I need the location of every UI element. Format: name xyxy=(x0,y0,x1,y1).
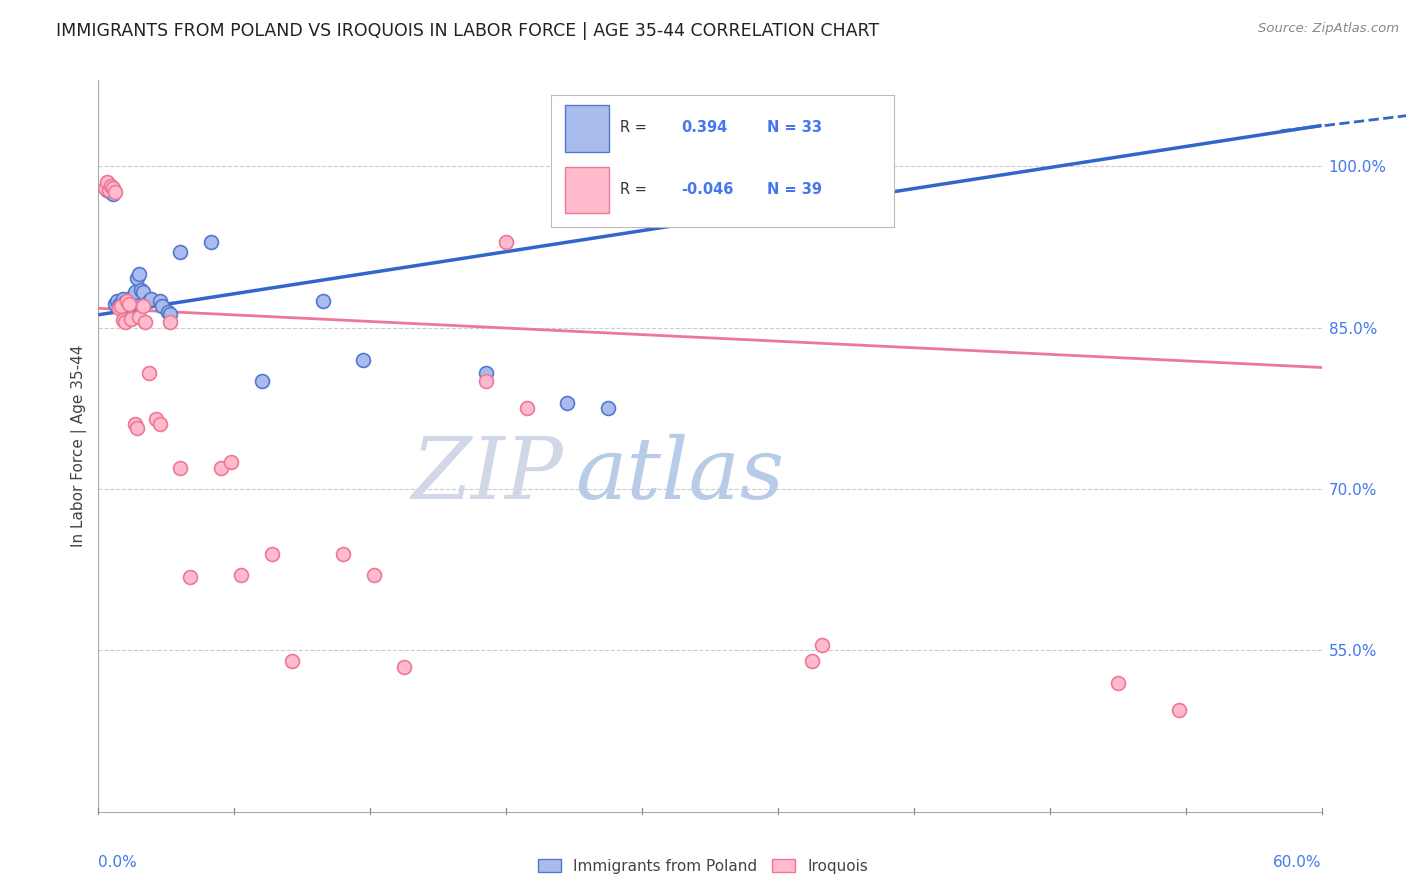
Point xyxy=(115,293,138,308)
Point xyxy=(557,396,579,410)
Point xyxy=(100,178,122,193)
Point xyxy=(96,183,118,197)
Point xyxy=(495,235,517,249)
Point xyxy=(231,568,253,582)
Point xyxy=(105,293,128,308)
Point xyxy=(97,181,120,195)
Point xyxy=(110,296,132,310)
Point xyxy=(134,315,156,329)
Point xyxy=(811,638,834,652)
Point xyxy=(114,315,136,329)
Point xyxy=(392,659,416,673)
Point xyxy=(159,307,181,321)
Point xyxy=(169,460,191,475)
Point xyxy=(138,366,160,380)
Point xyxy=(801,654,824,668)
Point xyxy=(101,187,124,202)
Point xyxy=(104,185,127,199)
Point xyxy=(122,289,145,303)
Point xyxy=(260,547,283,561)
Point xyxy=(132,285,155,300)
Point xyxy=(127,421,149,435)
Point xyxy=(281,654,304,668)
Text: Source: ZipAtlas.com: Source: ZipAtlas.com xyxy=(1258,22,1399,36)
Point xyxy=(93,181,115,195)
Point xyxy=(200,235,222,249)
Point xyxy=(124,417,146,432)
Text: 0.0%: 0.0% xyxy=(98,855,138,870)
Point xyxy=(179,570,201,584)
Point xyxy=(108,298,131,312)
Point xyxy=(128,267,150,281)
Point xyxy=(124,285,146,300)
Point xyxy=(141,292,163,306)
Point xyxy=(312,293,335,308)
Point xyxy=(120,312,142,326)
Point xyxy=(474,366,498,380)
Text: IMMIGRANTS FROM POLAND VS IROQUOIS IN LABOR FORCE | AGE 35-44 CORRELATION CHART: IMMIGRANTS FROM POLAND VS IROQUOIS IN LA… xyxy=(56,22,879,40)
Point xyxy=(352,353,374,368)
Point xyxy=(104,297,127,311)
Point xyxy=(1167,702,1189,716)
Point xyxy=(101,181,124,195)
Legend: Immigrants from Poland, Iroquois: Immigrants from Poland, Iroquois xyxy=(531,853,875,880)
Y-axis label: In Labor Force | Age 35-44: In Labor Force | Age 35-44 xyxy=(72,345,87,547)
Point xyxy=(169,245,191,260)
Point xyxy=(149,417,172,432)
Point xyxy=(118,299,141,313)
Point xyxy=(363,568,385,582)
Point xyxy=(332,547,354,561)
Point xyxy=(129,283,152,297)
Text: atlas: atlas xyxy=(575,434,785,516)
Point xyxy=(250,375,273,389)
Point xyxy=(145,412,167,426)
Point xyxy=(97,183,120,197)
Point xyxy=(111,292,134,306)
Point xyxy=(114,294,136,309)
Point xyxy=(128,310,150,324)
Point xyxy=(149,293,172,308)
Point xyxy=(474,375,498,389)
Point xyxy=(115,296,138,310)
Point xyxy=(219,455,242,469)
Point xyxy=(209,460,232,475)
Point xyxy=(110,299,132,313)
Point xyxy=(96,176,118,190)
Point xyxy=(516,401,538,416)
Point xyxy=(138,293,160,308)
Point xyxy=(150,299,173,313)
Point xyxy=(159,315,181,329)
Point xyxy=(156,304,179,318)
Text: 60.0%: 60.0% xyxy=(1274,855,1322,870)
Point xyxy=(132,299,155,313)
Point xyxy=(598,401,620,416)
Text: ZIP: ZIP xyxy=(412,434,564,516)
Point xyxy=(1107,675,1129,690)
Point xyxy=(100,185,122,199)
Point xyxy=(127,271,149,285)
Point xyxy=(118,297,141,311)
Point xyxy=(120,293,142,307)
Point xyxy=(108,301,131,316)
Point xyxy=(111,313,134,327)
